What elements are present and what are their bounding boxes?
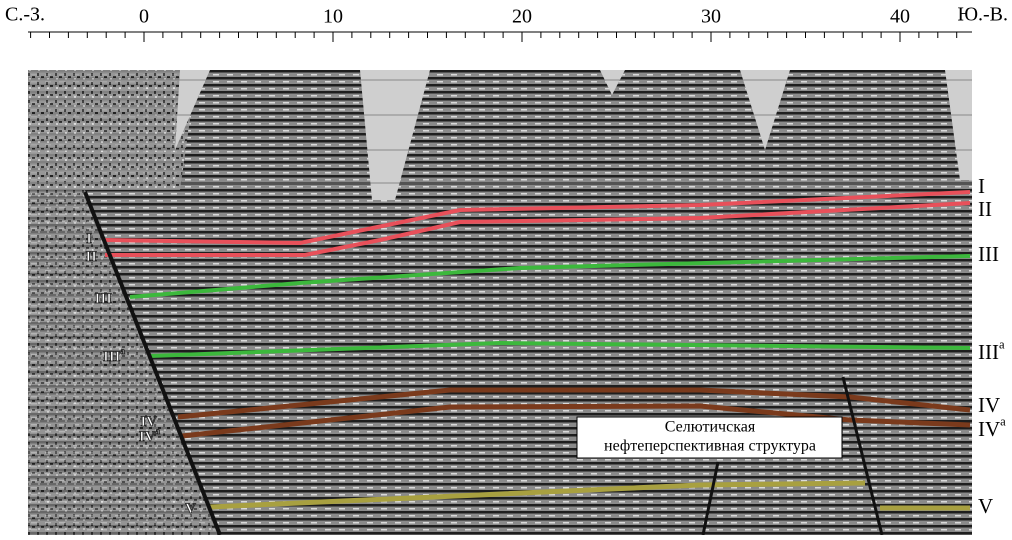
tick-label: 30	[701, 6, 721, 28]
horizon-name: II	[85, 249, 97, 265]
right-horizon-label: III	[978, 242, 999, 266]
annotation-line: нефтеперспективная структура	[604, 438, 816, 455]
horizon-name: IV	[139, 429, 156, 445]
left-horizon-label: II	[85, 249, 97, 265]
left-horizon-label: I	[86, 231, 92, 247]
horizon-name: III	[103, 349, 121, 365]
horizon-sup: a	[999, 337, 1005, 351]
right-horizon-label: IVa	[978, 414, 1006, 440]
horizon-sup: a	[121, 346, 126, 356]
horizon-sup: a	[156, 426, 161, 436]
right-horizon-label: I	[978, 174, 985, 198]
right-horizon-label: V	[978, 494, 993, 518]
horizon-name: III	[978, 242, 999, 266]
horizon-name: IV	[978, 393, 1000, 417]
axis-right-label: Ю.-В.	[957, 4, 1008, 26]
horizon-name: II	[978, 197, 992, 221]
horizon-name: I	[978, 174, 985, 198]
horizon-name: V	[978, 494, 993, 518]
left-horizon-label: V	[185, 501, 196, 517]
tick-label: 20	[512, 6, 532, 28]
horizon-name: IV	[978, 417, 1000, 441]
seismic-section: С.-З. Ю.-В. IIIIIIIIIIIIIIIaIIIaIVIVIVaI…	[0, 0, 1012, 535]
tick-label: 10	[323, 6, 343, 28]
right-horizon-label: IIIa	[978, 337, 1005, 363]
horizon-name: III	[94, 291, 112, 307]
tick-label: 0	[139, 6, 149, 28]
noise-zone	[28, 70, 190, 190]
right-horizon-label: II	[978, 197, 992, 221]
horizon-sup: a	[1000, 414, 1006, 428]
horizon-name: III	[978, 340, 999, 364]
horizon-name: I	[86, 231, 92, 247]
axis-left-label: С.-З.	[5, 4, 45, 26]
horizon-name: V	[185, 501, 196, 517]
annotation-line: Селютичская	[665, 419, 756, 436]
tick-label: 40	[890, 6, 910, 28]
left-horizon-label: III	[94, 291, 112, 307]
right-horizon-label: IV	[978, 393, 1000, 417]
